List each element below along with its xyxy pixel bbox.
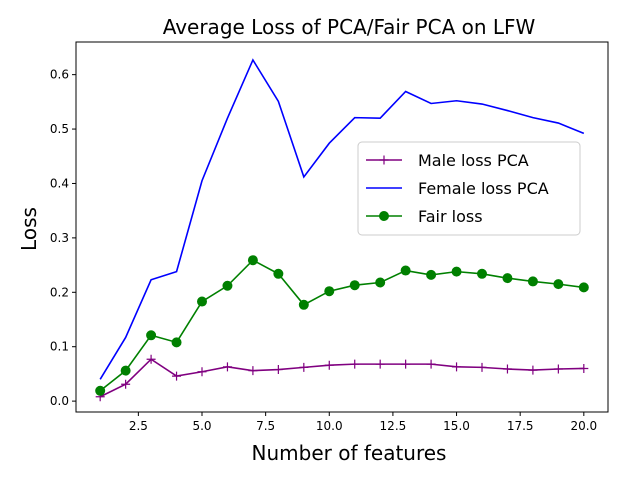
data-point	[222, 362, 232, 372]
y-axis-title: Loss	[17, 207, 41, 251]
data-point	[248, 366, 258, 376]
data-point	[527, 276, 538, 287]
data-point	[298, 299, 309, 310]
data-point	[477, 268, 487, 279]
data-point	[553, 364, 563, 374]
data-point	[273, 268, 284, 279]
legend-label: Male loss PCA	[418, 151, 529, 170]
x-tick-label: 15.0	[443, 419, 470, 433]
series-line	[99, 358, 584, 398]
x-tick-label: 20.0	[570, 419, 597, 433]
legend-swatch-marker	[379, 211, 389, 221]
x-tick-label: 2.5	[129, 419, 148, 433]
data-point	[146, 330, 157, 341]
x-tick-label: 5.0	[192, 419, 211, 433]
y-tick-label: 0.5	[50, 122, 69, 136]
x-tick-label: 10.0	[316, 419, 343, 433]
data-point	[146, 354, 156, 364]
data-point	[477, 362, 487, 372]
data-point	[121, 379, 131, 389]
x-tick-label: 17.5	[507, 419, 534, 433]
y-tick-label: 0.0	[50, 394, 69, 408]
series-female-loss-pca	[99, 58, 585, 380]
data-point	[528, 365, 538, 375]
series-line	[99, 58, 585, 380]
data-point	[579, 363, 589, 373]
y-tick-label: 0.1	[50, 340, 69, 354]
legend-label: Female loss PCA	[418, 179, 549, 198]
y-axis-ticks: 0.0 0.1 0.2 0.3 0.4 0.5 0.6	[50, 68, 76, 408]
plot-frame	[75, 41, 609, 413]
series-male-loss-pca	[95, 354, 589, 402]
legend-box	[357, 141, 581, 236]
x-axis-ticks: 2.5 5.0 7.5 10.0 12.5 15.0 17.5 20.0	[129, 412, 597, 433]
data-point	[350, 359, 360, 369]
series-layer	[95, 58, 589, 402]
data-point	[401, 359, 411, 369]
data-point	[502, 273, 513, 284]
data-point	[451, 266, 462, 277]
x-tick-label: 12.5	[380, 419, 407, 433]
data-point	[375, 277, 386, 288]
data-point	[553, 279, 564, 290]
data-point	[273, 365, 283, 375]
y-tick-label: 0.3	[50, 231, 69, 245]
x-axis-title: Number of features	[252, 441, 447, 465]
chart-title: Average Loss of PCA/Fair PCA on LFW	[163, 15, 536, 39]
data-point	[375, 359, 385, 369]
data-point	[197, 296, 207, 307]
data-point	[171, 337, 182, 348]
data-point	[172, 371, 182, 381]
legend-swatch-marker	[379, 155, 389, 165]
data-point	[400, 265, 411, 276]
data-point	[426, 359, 436, 369]
data-point	[197, 367, 207, 377]
data-point	[247, 255, 258, 266]
data-point	[120, 365, 131, 376]
y-tick-label: 0.2	[50, 285, 69, 299]
y-tick-label: 0.6	[50, 68, 69, 82]
data-point	[324, 286, 335, 297]
x-tick-label: 7.5	[256, 419, 275, 433]
data-point	[324, 360, 334, 370]
data-point	[222, 280, 233, 291]
legend-label: Fair loss	[418, 207, 483, 226]
data-point	[95, 385, 106, 396]
data-point	[349, 280, 360, 291]
data-point	[299, 362, 309, 372]
data-point	[502, 364, 512, 374]
legend: Male loss PCA Female loss PCA Fair loss	[357, 141, 581, 236]
series-fair-loss	[95, 255, 589, 396]
y-tick-label: 0.4	[50, 176, 69, 190]
data-point	[452, 362, 462, 372]
data-point	[578, 282, 589, 293]
data-point	[426, 269, 437, 280]
